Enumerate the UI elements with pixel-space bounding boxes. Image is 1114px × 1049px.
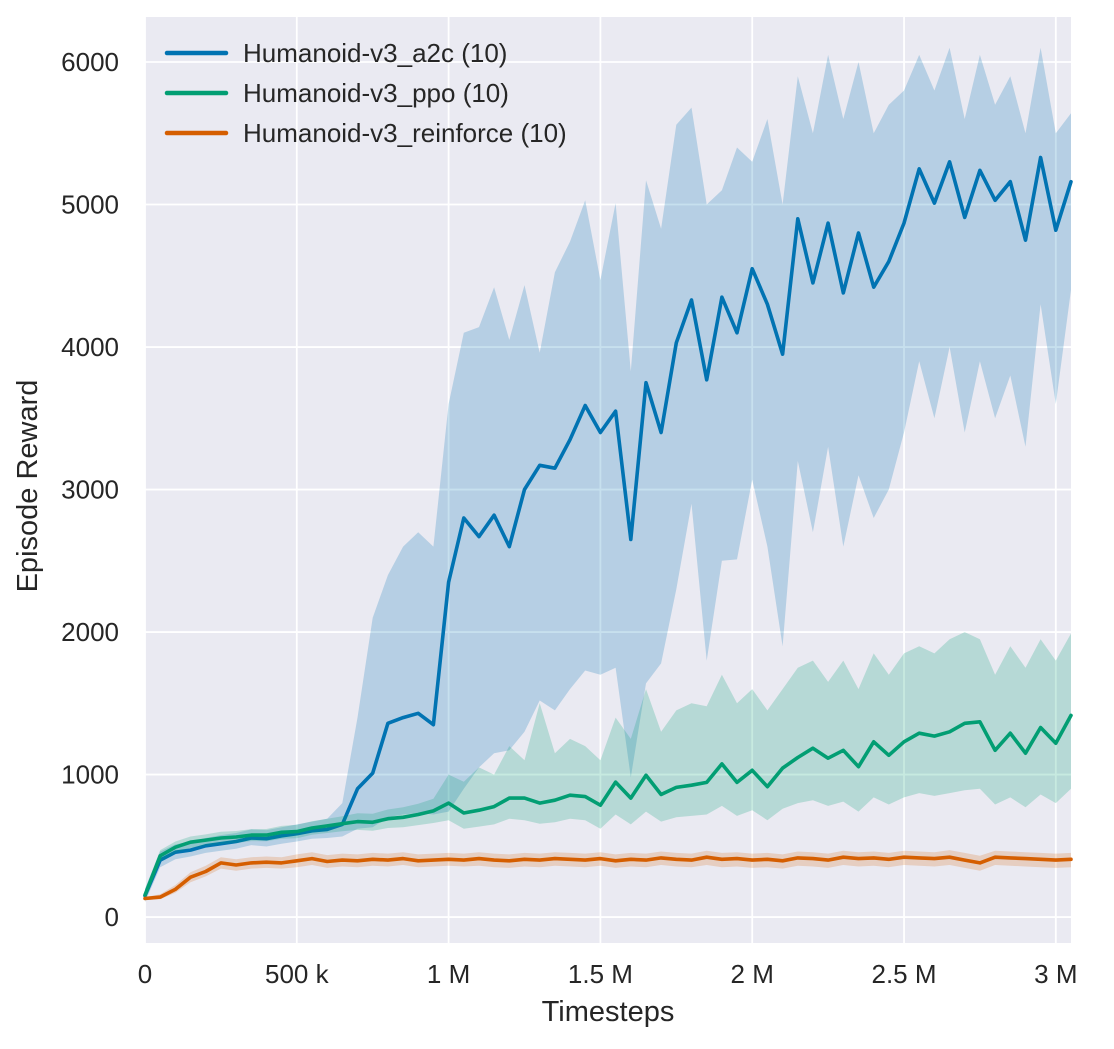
mean-line-2 bbox=[143, 855, 1073, 901]
confidence-band-1 bbox=[145, 632, 1071, 901]
mean-line-1 bbox=[143, 713, 1073, 897]
x-axis-title: Timesteps bbox=[541, 996, 675, 1028]
y-tick-label: 2000 bbox=[61, 617, 119, 647]
y-axis-title: Episode Reward bbox=[12, 379, 44, 593]
x-tick-label: 1.5 M bbox=[568, 959, 633, 989]
x-tick-label: 500 k bbox=[265, 959, 330, 989]
legend-item-label: Humanoid-v3_a2c (10) bbox=[243, 38, 507, 68]
y-tick-label: 1000 bbox=[61, 760, 119, 790]
y-tick-label: 3000 bbox=[61, 475, 119, 505]
confidence-band-2 bbox=[145, 850, 1071, 900]
legend-item-label: Humanoid-v3_ppo (10) bbox=[243, 78, 509, 108]
legend-item-label: Humanoid-v3_reinforce (10) bbox=[243, 118, 567, 148]
x-tick-label: 3 M bbox=[1034, 959, 1077, 989]
y-tick-label: 0 bbox=[105, 902, 119, 932]
y-tick-label: 4000 bbox=[61, 332, 119, 362]
y-tick-label: 5000 bbox=[61, 190, 119, 220]
confidence-band-0 bbox=[145, 47, 1071, 903]
x-tick-label: 0 bbox=[138, 959, 152, 989]
x-tick-label: 2 M bbox=[731, 959, 774, 989]
x-tick-label: 2.5 M bbox=[872, 959, 937, 989]
y-tick-label: 6000 bbox=[61, 47, 119, 77]
x-tick-label: 1 M bbox=[427, 959, 470, 989]
mean-line-0 bbox=[143, 155, 1073, 898]
